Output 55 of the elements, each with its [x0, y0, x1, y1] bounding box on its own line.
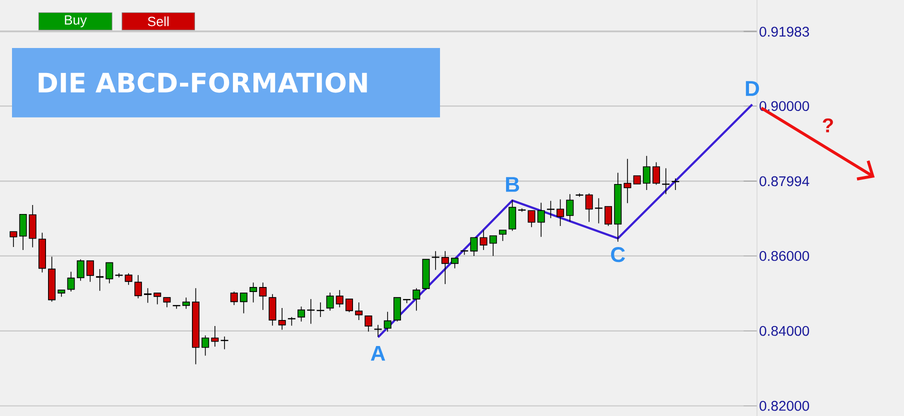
candlestick — [163, 297, 171, 308]
candlestick — [364, 316, 372, 332]
y-tick-label: 0.86000 — [760, 251, 810, 261]
data-label: C — [611, 247, 625, 262]
y-tick-label: 0.90000 — [760, 101, 810, 112]
candlestick — [662, 168, 670, 195]
candlestick — [192, 288, 200, 365]
candlestick — [19, 214, 27, 250]
candlestick — [106, 262, 114, 284]
candlestick — [384, 311, 392, 332]
candlestick — [336, 290, 344, 308]
candlestick — [326, 292, 334, 312]
y-tick-label: 0.82000 — [760, 400, 810, 411]
candlestick — [412, 288, 420, 312]
candlestick — [672, 178, 680, 190]
candlestick — [172, 305, 180, 310]
annotation: Sell — [148, 16, 169, 26]
data-label: B — [506, 177, 520, 192]
candlestick — [489, 235, 497, 256]
candlestick — [124, 272, 132, 286]
candlestick — [58, 290, 66, 298]
candlestick — [528, 210, 536, 228]
candlestick — [566, 194, 574, 222]
candlestick — [259, 282, 267, 310]
y-tick-label: 0.91983 — [760, 26, 810, 37]
text: ? — [822, 118, 833, 132]
candlestick — [268, 294, 276, 326]
candlestick — [154, 292, 162, 305]
y-tick-label: 0.84000 — [760, 326, 810, 336]
candlestick — [422, 258, 430, 290]
candlestick — [537, 202, 545, 238]
candlestick — [614, 172, 622, 242]
candlestick — [374, 324, 382, 337]
data-label: A — [370, 346, 386, 361]
candlestick — [115, 272, 123, 278]
candlestick — [240, 292, 248, 314]
candlestick — [67, 271, 75, 292]
candlestick — [633, 175, 641, 184]
candlestick — [278, 308, 286, 330]
text: DIE ABCD-FORMATION — [38, 72, 367, 93]
candlestick — [594, 198, 602, 224]
candlestick — [307, 298, 315, 324]
candlestick — [432, 250, 440, 270]
candlestick — [556, 198, 564, 226]
candlestick — [470, 237, 478, 256]
candlestick — [10, 231, 18, 248]
y-tick-label: 0.87994 — [760, 176, 810, 186]
candlestick — [624, 158, 632, 204]
candlestick — [480, 230, 488, 250]
candlestick — [28, 204, 36, 248]
candlestick — [211, 326, 219, 348]
annotation: Buy — [64, 15, 87, 28]
candlestick — [182, 297, 190, 310]
line-series — [376, 103, 754, 338]
data-label: D — [746, 81, 760, 96]
